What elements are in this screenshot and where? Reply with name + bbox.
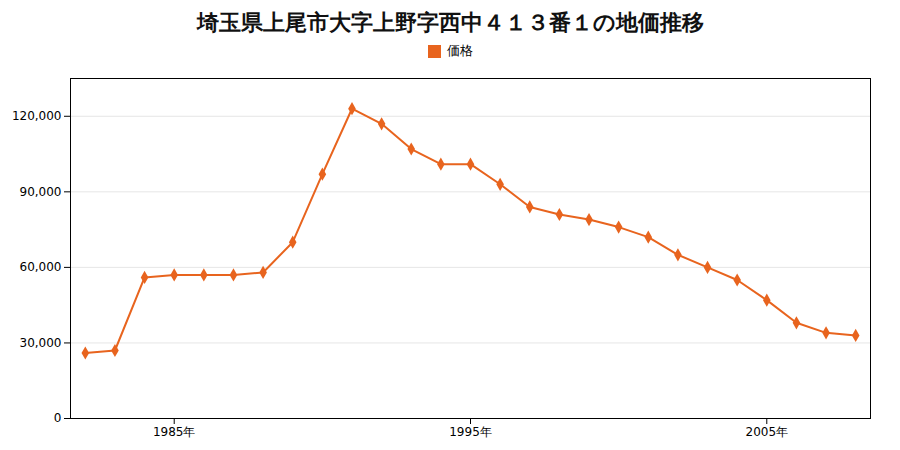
- svg-text:2005年: 2005年: [746, 425, 789, 439]
- svg-text:120,000: 120,000: [12, 109, 62, 123]
- svg-text:1985年: 1985年: [153, 425, 196, 439]
- html-text:価格: 価格: [446, 43, 473, 58]
- html-text:埼玉県上尾市大字上野字西中４１３番１の地価推移: 埼玉県上尾市大字上野字西中４１３番１の地価推移: [196, 10, 704, 35]
- svg-text:30,000: 30,000: [20, 336, 62, 350]
- svg-text:1995年: 1995年: [449, 425, 492, 439]
- svg-text:60,000: 60,000: [20, 260, 62, 274]
- svg-text:90,000: 90,000: [20, 185, 62, 199]
- svg-text:0: 0: [54, 411, 62, 425]
